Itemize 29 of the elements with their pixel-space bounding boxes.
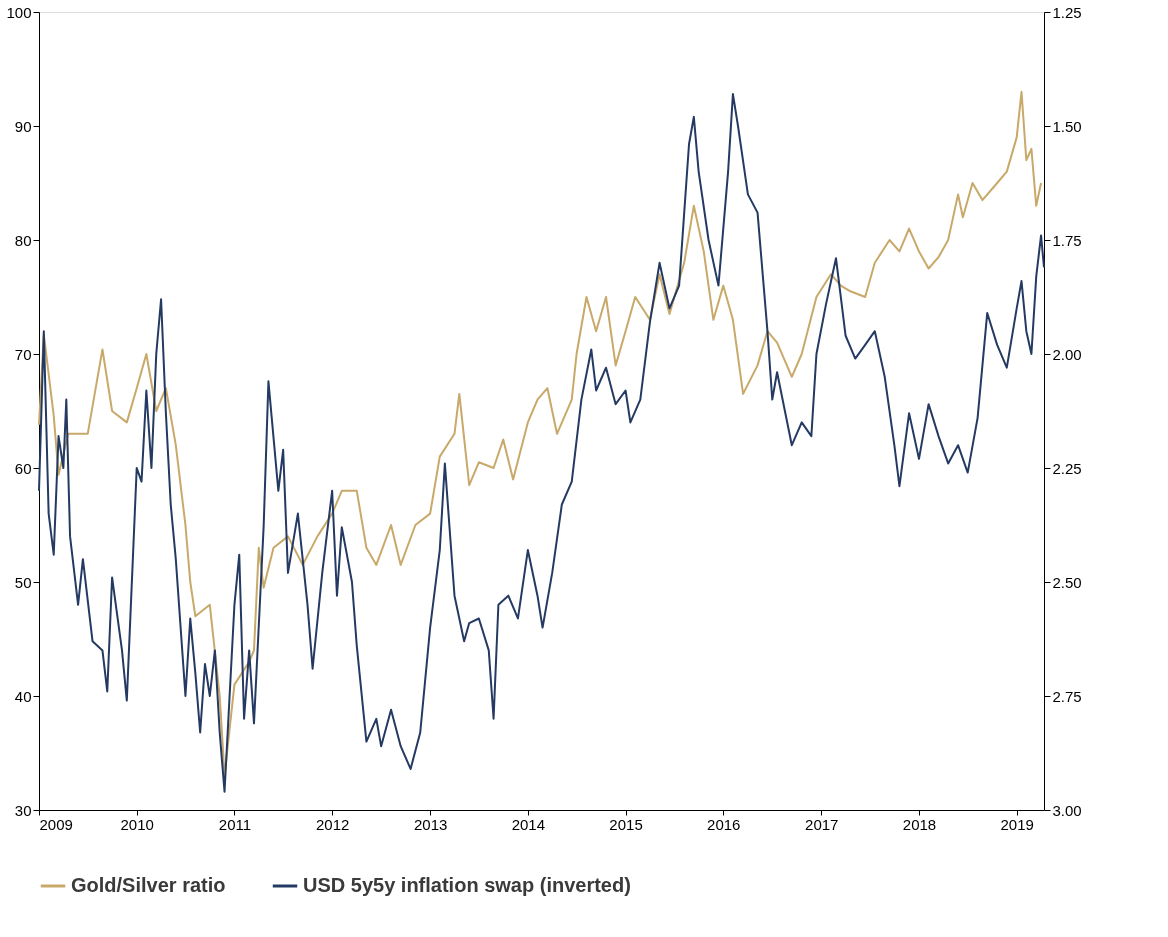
y2-tick-label: 2.25 — [1052, 459, 1082, 477]
x-tick-label: 2014 — [511, 815, 546, 833]
y2-tick-label: 1.25 — [1052, 3, 1082, 21]
x-tick-label: 2017 — [805, 815, 839, 833]
x-tick-label: 2016 — [707, 815, 741, 833]
y2-tick-label: 2.75 — [1052, 687, 1082, 705]
x-tick-label: 2019 — [1000, 815, 1034, 833]
x-tick-label: 2011 — [218, 815, 252, 833]
x-tick-label: 2009 — [39, 815, 73, 833]
legend-label: Gold/Silver ratio — [71, 874, 226, 896]
y-tick-label: 80 — [14, 231, 32, 249]
y-tick-label: 60 — [14, 459, 32, 477]
y2-tick-label: 2.00 — [1052, 345, 1082, 363]
x-tick-label: 2010 — [120, 815, 154, 833]
y-tick-label: 100 — [6, 3, 32, 21]
x-tick-label: 2012 — [315, 815, 350, 833]
y2-tick-label: 2.50 — [1052, 573, 1082, 591]
y-tick-label: 30 — [14, 801, 32, 819]
x-tick-label: 2013 — [413, 815, 448, 833]
y-tick-label: 50 — [14, 573, 32, 591]
legend-label: USD 5y5y inflation swap (inverted) — [303, 874, 631, 896]
x-tick-label: 2015 — [609, 815, 643, 833]
y2-tick-label: 3.00 — [1052, 801, 1082, 819]
y-tick-label: 40 — [14, 687, 32, 705]
y-tick-label: 90 — [14, 117, 32, 135]
y2-tick-label: 1.50 — [1052, 117, 1082, 135]
y2-tick-label: 1.75 — [1052, 231, 1082, 249]
y-tick-label: 70 — [14, 345, 32, 363]
x-tick-label: 2018 — [902, 815, 937, 833]
